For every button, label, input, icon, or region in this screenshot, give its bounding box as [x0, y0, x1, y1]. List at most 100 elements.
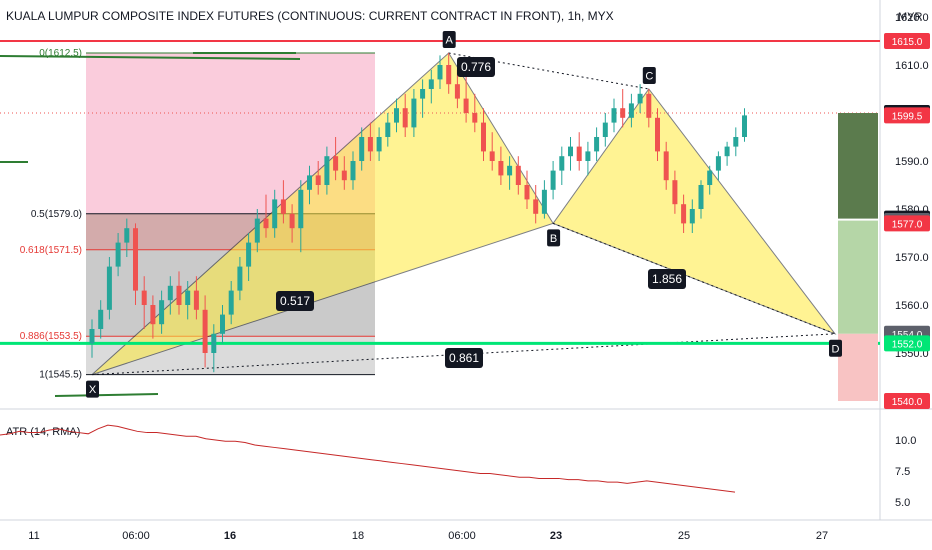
price-tick-label: 1560.0	[895, 300, 929, 312]
candle-body	[185, 290, 191, 305]
candle-body	[280, 199, 286, 214]
candle-body	[698, 185, 704, 209]
candle-body	[89, 329, 95, 344]
price-tag-label: 1552.0	[892, 339, 923, 350]
candle-body	[324, 156, 330, 185]
candle-body	[176, 285, 182, 305]
candle-body	[533, 199, 539, 214]
candle-body	[550, 170, 556, 190]
candle-body	[402, 108, 408, 128]
ratio-label: 1.856	[652, 272, 682, 286]
candle-body	[211, 333, 217, 353]
candle-body	[489, 151, 495, 161]
fib-label: 0(1612.5)	[39, 48, 82, 59]
price-tick-label: 1610.0	[895, 60, 929, 72]
candle-body	[202, 309, 208, 353]
candle-body	[289, 213, 295, 229]
candle-body	[159, 300, 165, 325]
time-tick-label: 18	[352, 530, 364, 542]
candle-body	[420, 89, 426, 99]
trend-line-top	[0, 55, 301, 60]
candle-body	[594, 137, 600, 152]
time-tick-label: 06:00	[448, 530, 476, 542]
harmonic-bd-line	[552, 222, 836, 335]
point-label: C	[645, 71, 653, 83]
candle-body	[541, 189, 547, 214]
candle-body	[637, 93, 643, 104]
candle-body	[307, 175, 312, 190]
candle-body	[394, 108, 399, 123]
candle-body	[715, 156, 721, 171]
candle-body	[193, 290, 199, 310]
candle-body	[298, 189, 304, 229]
time-tick-label: 27	[816, 530, 828, 542]
fib-label: 1(1545.5)	[39, 370, 82, 381]
candle-body	[602, 122, 608, 137]
currency-label: MYR	[898, 11, 923, 23]
atr-tick-label: 10.0	[895, 435, 916, 447]
point-label-box	[829, 339, 842, 357]
price-tag-box	[884, 107, 930, 124]
fib-label: 0.5(1579.0)	[31, 209, 82, 220]
candle-body	[411, 98, 417, 128]
candle-body	[115, 242, 121, 267]
position-target1	[838, 220, 878, 334]
candle-body	[454, 84, 460, 99]
atr-line	[0, 424, 736, 493]
candle-body	[133, 228, 138, 291]
candle-body	[246, 242, 252, 267]
point-label: X	[89, 384, 97, 396]
candle-body	[628, 103, 634, 118]
candle-body	[167, 285, 173, 301]
candle-body	[150, 305, 156, 325]
point-label-box	[442, 31, 456, 48]
time-tick-label: 11	[28, 530, 39, 542]
point-label: B	[550, 233, 557, 245]
candle-body	[220, 314, 225, 334]
candle-body	[681, 204, 687, 224]
position-stop	[838, 333, 878, 401]
fib-label: 0.618(1571.5)	[20, 245, 82, 256]
candle-body	[367, 137, 373, 152]
time-tick-label: 16	[224, 530, 236, 542]
candle-body	[124, 228, 130, 243]
candle-body	[498, 161, 504, 176]
chart-title: KUALA LUMPUR COMPOSITE INDEX FUTURES (CO…	[6, 9, 614, 23]
candle-body	[655, 117, 660, 152]
candle-body	[515, 165, 521, 185]
candle-body	[524, 185, 530, 200]
point-label-box	[547, 229, 561, 247]
price-tag-box	[884, 393, 930, 409]
position-target2	[838, 113, 878, 219]
point-label-box	[642, 67, 656, 84]
candle-body	[733, 137, 739, 147]
ratio-label-box	[276, 291, 314, 311]
candle-body	[576, 146, 582, 161]
candle-body	[333, 156, 339, 171]
ratio-label-box	[445, 348, 483, 368]
candle-body	[507, 165, 513, 176]
harmonic-triangle-xab	[91, 52, 554, 376]
candle-body	[472, 113, 478, 123]
harmonic-ac-line	[448, 52, 649, 90]
candle-body	[707, 170, 713, 185]
point-label-box	[86, 380, 99, 398]
candle-body	[428, 79, 434, 89]
candle-body	[359, 137, 365, 161]
ratio-label-box	[648, 269, 686, 289]
candle-body	[672, 180, 678, 205]
candle-body	[446, 65, 452, 85]
candle-body	[315, 175, 321, 185]
price-tag-box	[884, 335, 930, 352]
candle-body	[559, 156, 565, 171]
candle-body	[646, 93, 652, 118]
ratio-label-box	[457, 57, 495, 77]
price-tag-label: 1577.0	[892, 219, 923, 230]
candle-body	[376, 137, 382, 152]
atr-tick-label: 7.5	[895, 466, 910, 478]
candle-body	[237, 266, 243, 291]
candle-body	[341, 170, 347, 181]
point-label: D	[832, 343, 840, 355]
candle-body	[272, 199, 278, 229]
